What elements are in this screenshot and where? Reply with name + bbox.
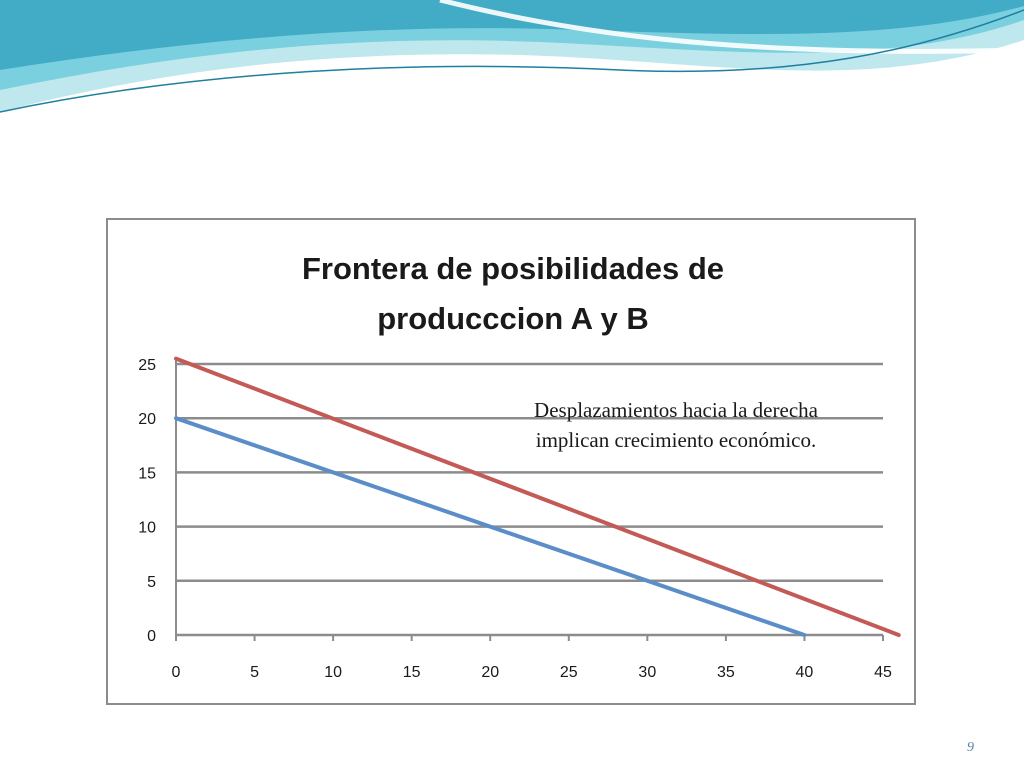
chart-title-line: Frontera de posibilidades de: [302, 251, 724, 286]
x-tick-label: 10: [324, 664, 342, 681]
x-tick-label: 45: [874, 664, 892, 681]
line-chart: Frontera de posibilidades de producccion …: [138, 251, 901, 681]
wave-highlight: [439, 0, 1024, 54]
chart-container: Frontera de posibilidades de producccion …: [106, 218, 916, 705]
x-tick-label: 5: [250, 664, 259, 681]
header-wave-decoration: [0, 0, 1024, 113]
chart-annotation-line: implican crecimiento económico.: [536, 428, 816, 452]
x-tick-label: 30: [638, 664, 656, 681]
x-tick-label: 15: [403, 664, 421, 681]
page-number: 9: [967, 740, 974, 755]
y-tick-label: 25: [138, 357, 156, 374]
x-tick-label: 25: [560, 664, 578, 681]
x-tick-label: 35: [717, 664, 735, 681]
y-tick-label: 10: [138, 520, 156, 537]
y-tick-label: 20: [138, 411, 156, 428]
x-tick-label: 20: [481, 664, 499, 681]
chart-title-line: producccion A y B: [377, 301, 649, 336]
series-line-1: [174, 416, 807, 637]
series-line-2: [174, 356, 901, 637]
y-tick-label: 5: [147, 574, 156, 591]
x-tick-label: 40: [796, 664, 814, 681]
y-tick-label: 0: [147, 628, 156, 645]
wave-front: [0, 0, 1024, 70]
y-tick-label: 15: [138, 465, 156, 482]
x-tick-label: 0: [172, 664, 181, 681]
wave-line: [0, 9, 1024, 113]
chart-annotation-line: Desplazamientos hacia la derecha: [534, 398, 819, 422]
